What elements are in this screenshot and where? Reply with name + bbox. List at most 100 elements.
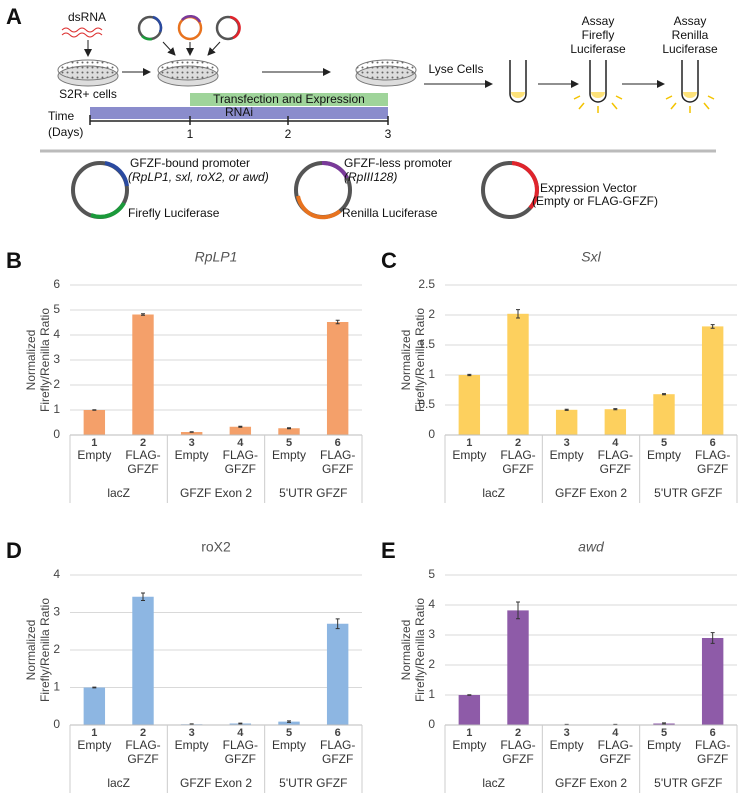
error-bar xyxy=(710,324,715,329)
bar xyxy=(653,394,675,435)
y-tick-label: 4 xyxy=(428,597,435,611)
category-label: FLAG- xyxy=(223,448,258,462)
error-bar xyxy=(189,431,194,433)
category-label: Empty xyxy=(77,448,111,462)
group-label: lacZ xyxy=(107,486,130,500)
category-label: Empty xyxy=(175,448,209,462)
category-label: Empty xyxy=(272,738,306,752)
chart-title: Sxl xyxy=(581,249,601,265)
dish xyxy=(157,59,219,87)
tube xyxy=(681,60,699,103)
category-label: FLAG- xyxy=(500,738,535,752)
group-label: GFZF Exon 2 xyxy=(180,486,252,500)
panel-label: B xyxy=(6,248,22,273)
bar xyxy=(555,409,578,435)
category-number: 1 xyxy=(91,727,97,739)
category-number: 1 xyxy=(91,437,97,449)
category-number: 5 xyxy=(661,437,667,449)
group-label: 5'UTR GFZF xyxy=(279,776,347,790)
category-label: GFZF xyxy=(322,462,353,476)
panel-label: A xyxy=(6,4,22,29)
chart-title: roX2 xyxy=(201,539,231,555)
category-number: 4 xyxy=(237,437,244,449)
y-axis-label: Firefly/Renilla Ratio xyxy=(38,598,52,702)
category-number: 3 xyxy=(189,437,195,449)
group-label: GFZF Exon 2 xyxy=(180,776,252,790)
error-bar xyxy=(516,601,520,620)
time-label: Time xyxy=(48,109,75,123)
category-label: Empty xyxy=(550,448,584,462)
timeline-ticks xyxy=(89,115,389,125)
panel-label: D xyxy=(6,538,22,563)
category-label: Empty xyxy=(175,738,209,752)
category-number: 5 xyxy=(286,437,292,449)
y-tick-label: 1.5 xyxy=(418,337,435,351)
bar xyxy=(326,322,349,435)
category-label: FLAG- xyxy=(223,738,258,752)
group-label: lacZ xyxy=(482,776,505,790)
assay-label: Luciferase xyxy=(570,42,626,56)
category-label: GFZF xyxy=(127,462,158,476)
group-label: 5'UTR GFZF xyxy=(279,486,347,500)
assay-label: Assay xyxy=(582,14,615,28)
group-label: lacZ xyxy=(107,776,130,790)
y-tick-label: 4 xyxy=(53,327,60,341)
y-axis-label: Normalized xyxy=(24,620,38,681)
category-number: 6 xyxy=(335,437,341,449)
dsrna-icon xyxy=(61,27,103,38)
error-bar xyxy=(141,592,145,601)
panel-a: A dsRNA S2R+ cells Lyse Cells Assay Fire… xyxy=(6,4,718,220)
y-tick-label: 0 xyxy=(428,427,435,441)
group-label: lacZ xyxy=(482,486,505,500)
error-bar xyxy=(467,373,472,377)
assay-label: Luciferase xyxy=(662,42,718,56)
category-number: 2 xyxy=(140,727,146,739)
bar xyxy=(326,623,349,725)
error-bar xyxy=(662,722,666,725)
group-label: GFZF Exon 2 xyxy=(555,486,627,500)
category-label: FLAG- xyxy=(598,448,633,462)
y-tick-label: 5 xyxy=(53,302,60,316)
day-tick: 3 xyxy=(385,127,392,141)
days-label: (Days) xyxy=(48,125,83,139)
error-bar xyxy=(92,409,97,411)
category-number: 6 xyxy=(335,727,341,739)
category-number: 2 xyxy=(515,727,521,739)
panel-label: C xyxy=(381,248,397,273)
rnai-bar xyxy=(90,107,388,119)
error-bar xyxy=(467,694,472,696)
y-tick-label: 0 xyxy=(428,717,435,731)
category-number: 2 xyxy=(140,437,146,449)
bar xyxy=(458,375,481,435)
bar xyxy=(701,638,724,725)
y-tick-label: 5 xyxy=(428,567,435,581)
error-bar xyxy=(710,632,715,644)
bar xyxy=(278,428,300,435)
bar xyxy=(229,426,252,435)
category-label: FLAG- xyxy=(320,448,355,462)
error-bar xyxy=(92,686,97,689)
day-tick: 2 xyxy=(285,127,292,141)
bar xyxy=(132,596,154,725)
bar xyxy=(507,313,529,435)
category-number: 6 xyxy=(710,437,716,449)
y-tick-label: 4 xyxy=(53,567,60,581)
error-bar xyxy=(564,408,569,411)
category-label: GFZF xyxy=(322,752,353,766)
category-label: FLAG- xyxy=(695,448,730,462)
y-tick-label: 1 xyxy=(53,402,60,416)
tube xyxy=(589,60,607,103)
legend-text: (Empty or FLAG-GFZF) xyxy=(532,194,658,208)
y-tick-label: 2 xyxy=(53,642,60,656)
category-label: GFZF xyxy=(502,462,533,476)
legend-text: (RpIII128) xyxy=(344,170,397,184)
category-label: GFZF xyxy=(697,752,728,766)
group-label: 5'UTR GFZF xyxy=(654,776,722,790)
legend-text: GFZF-bound promoter xyxy=(130,156,250,170)
rnai-label: RNAi xyxy=(225,105,253,119)
error-bar xyxy=(516,309,520,319)
category-label: FLAG- xyxy=(500,448,535,462)
legend-text: Expression Vector xyxy=(540,181,637,195)
bar xyxy=(83,687,106,725)
